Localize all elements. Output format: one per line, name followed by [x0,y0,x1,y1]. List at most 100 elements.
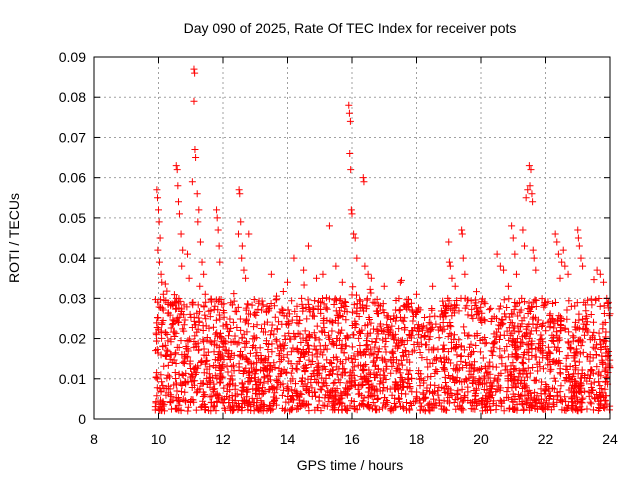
data-point [447,323,455,331]
data-point [451,282,459,290]
data-point [446,329,454,337]
data-point [481,334,489,342]
data-point [587,400,595,408]
data-point [562,366,570,374]
data-point [533,402,541,410]
data-point [379,306,387,314]
data-point [589,369,597,377]
data-point [482,407,490,415]
data-point [532,324,540,332]
data-point [563,315,571,323]
data-point [375,405,383,413]
data-point [163,346,171,354]
data-point [201,290,209,298]
data-point [372,338,380,346]
data-point [330,399,338,407]
data-point [463,296,471,304]
data-point [227,338,235,346]
data-point [569,389,577,397]
data-point [522,382,530,390]
data-point [500,407,508,415]
data-point [486,370,494,378]
data-point [505,295,513,303]
data-point [382,348,390,356]
data-point [293,405,301,413]
data-point [596,404,604,412]
data-point [249,342,257,350]
data-point [265,372,273,380]
data-point [482,339,490,347]
data-point [482,392,490,400]
data-point [181,388,189,396]
data-point [246,349,254,357]
data-point [177,230,185,238]
data-point [153,392,161,400]
data-point [357,351,365,359]
data-point [457,352,465,360]
data-point [194,339,202,347]
data-point [509,310,517,318]
data-point [378,354,386,362]
data-point [559,246,567,254]
data-point [440,345,448,353]
data-point [298,300,306,308]
data-point [298,294,306,302]
data-point [590,378,598,386]
data-point [199,397,207,405]
data-point [173,387,181,395]
data-point [423,384,431,392]
data-point [210,380,218,388]
data-point [604,298,612,306]
data-point [500,296,508,304]
data-point [508,329,516,337]
data-point [219,399,227,407]
data-point [551,230,559,238]
data-point [276,350,284,358]
data-point [381,343,389,351]
data-point [435,334,443,342]
data-point [351,405,359,413]
data-point [420,395,428,403]
data-point [161,352,169,360]
data-point [513,400,521,408]
data-point [325,398,333,406]
grid-lines [94,57,610,419]
data-point [431,355,439,363]
data-point [454,394,462,402]
data-point [526,330,534,338]
data-point [212,330,220,338]
data-point [394,394,402,402]
data-point [525,162,533,170]
data-point [496,352,504,360]
data-point [303,400,311,408]
data-point [431,312,439,320]
data-point [178,305,186,313]
data-point [588,366,596,374]
data-point [553,393,561,401]
data-point [227,324,235,332]
y-tick-label: 0.06 [59,170,86,186]
data-point [406,332,414,340]
data-point [270,302,278,310]
data-point [203,334,211,342]
data-point [364,401,372,409]
data-point [519,406,527,414]
data-point [546,367,554,375]
data-point [192,406,200,414]
chart-title: Day 090 of 2025, Rate Of TEC Index for r… [184,20,517,36]
data-points [151,65,614,415]
data-point [198,358,206,366]
data-point [155,258,163,266]
data-point [575,242,583,250]
data-point [512,354,520,362]
data-point [200,369,208,377]
data-point [233,390,241,398]
x-tick-label: 16 [344,431,360,447]
data-point [530,254,538,262]
data-point [390,336,398,344]
data-point [367,289,375,297]
data-point [214,356,222,364]
data-point [539,321,547,329]
data-point [590,276,598,284]
data-point [536,336,544,344]
